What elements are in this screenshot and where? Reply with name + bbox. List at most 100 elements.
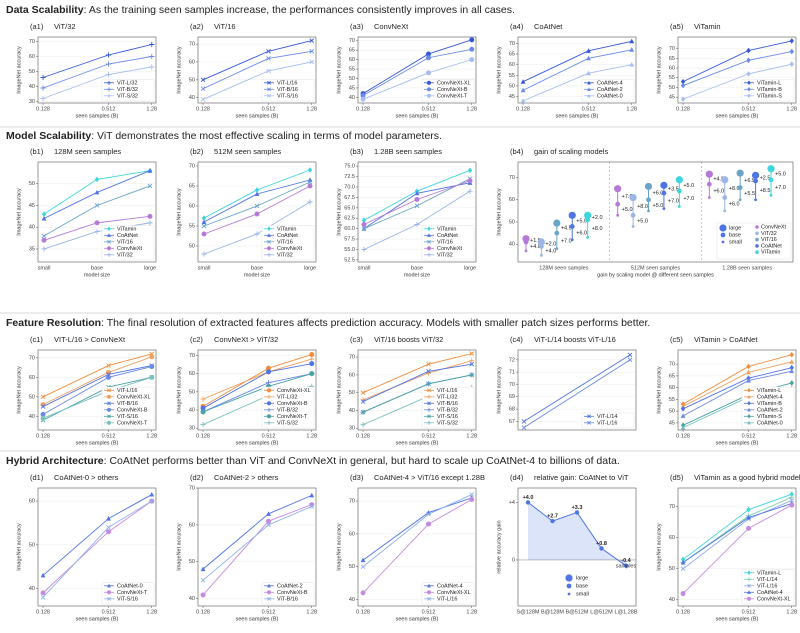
data-point [360, 390, 366, 395]
legend-label: ViTamin [277, 226, 296, 232]
gain-label: +5.0 [653, 203, 664, 209]
x-tick-label: small [358, 265, 371, 271]
legend-marker [587, 420, 591, 425]
series-line [42, 500, 153, 594]
chart-title: 1.28B seen samples [374, 147, 442, 156]
data-point [266, 511, 271, 516]
x-tick-label: 1.28 [786, 433, 797, 439]
legend-marker [755, 237, 759, 242]
data-point [266, 48, 271, 54]
legend-marker [106, 87, 112, 92]
legend-marker [426, 407, 432, 412]
data-point [738, 198, 742, 202]
value-label: -0.4 [621, 558, 631, 564]
legend-label: ViT-L/16 [437, 388, 457, 394]
legend-label: ViTamin [437, 226, 456, 232]
gain-label: +6.5 [744, 178, 755, 184]
data-point [41, 246, 47, 252]
gain-label: +7.0 [775, 185, 786, 191]
chart-title: ViT/32 [54, 22, 76, 31]
x-tick-label: 0.128 [36, 106, 50, 112]
x-axis-label: seen samples (B) [396, 440, 439, 446]
legend-label: ViT-S/16 [117, 414, 138, 420]
data-point [586, 48, 591, 53]
y-tick-label: 50 [669, 85, 675, 91]
y-tick-label: 60 [669, 535, 675, 541]
data-point [789, 61, 794, 67]
y-tick-label: 70 [669, 504, 675, 510]
y-tick-label: 50 [29, 69, 35, 75]
legend-marker [267, 583, 271, 588]
y-tick-label: 50 [189, 559, 195, 565]
series-line [522, 40, 632, 83]
data-point [660, 181, 668, 189]
legend-marker [107, 226, 111, 232]
panel-label: (d2) [190, 473, 204, 482]
gain-label: +2.0 [592, 215, 603, 221]
gain-label: +8.0 [637, 204, 648, 210]
y-tick-label: 40 [29, 414, 35, 420]
data-point [147, 213, 153, 219]
data-point [149, 498, 155, 504]
legend-label: ConvNeXt [117, 246, 143, 252]
y-tick-label: 60 [29, 54, 35, 60]
chart-title: ViT/16 boosts ViT/32 [374, 335, 443, 344]
x-tick-label: 1.28 [146, 106, 157, 112]
legend-label: ViT-B/32 [117, 87, 138, 93]
legend-label: ConvNeXt-T [117, 590, 148, 596]
data-point [789, 48, 794, 55]
y-axis-label: ImageNet accuracy [496, 188, 502, 236]
x-tick-label: 1.28 [306, 609, 317, 615]
legend-marker [720, 232, 726, 238]
data-point [414, 203, 420, 209]
data-point [266, 518, 272, 524]
y-tick-label: 55.0 [344, 247, 355, 253]
x-tick-label: 0.128 [196, 609, 210, 615]
legend-label: ViT/16 [117, 239, 133, 245]
data-point [200, 77, 206, 83]
legend-marker [747, 570, 751, 576]
y-axis-label: ImageNet accuracy [496, 366, 502, 414]
legend-label: ViT-L/32 [437, 394, 457, 400]
legend-label: ConvNeXt-B [117, 407, 148, 413]
x-tick-label: 0.512 [102, 433, 116, 439]
legend-label: base [729, 232, 741, 238]
data-point [746, 506, 751, 513]
gain-label: +5.5 [744, 191, 755, 197]
legend-marker [587, 87, 591, 91]
data-point [520, 87, 526, 93]
data-point [149, 64, 155, 70]
legend-label: ViTamin-S [757, 414, 782, 420]
legend-label: ConvNeXt-T [117, 420, 148, 426]
value-label: +4.0 [523, 495, 534, 501]
y-tick-label: 55 [509, 73, 515, 79]
data-point [201, 231, 207, 237]
data-point [644, 182, 653, 191]
series-line [523, 359, 631, 428]
y-axis-label: ImageNet accuracy [336, 523, 342, 571]
plot-frame [197, 349, 317, 431]
legend-label: ViTamin-L [757, 388, 781, 394]
legend-marker [427, 401, 431, 406]
legend-marker [106, 590, 112, 595]
legend-label: ViT/16 [437, 239, 453, 245]
legend-marker [587, 414, 591, 419]
data-point [106, 515, 111, 521]
legend-label: CoAtNet [437, 233, 458, 239]
data-point [307, 199, 313, 205]
x-axis-label: seen samples (B) [236, 440, 279, 446]
legend-label: ViT/16 [761, 237, 777, 243]
y-tick-label: 40 [669, 597, 675, 603]
y-tick-label: 40 [349, 408, 355, 414]
data-point [426, 521, 432, 527]
data-point [40, 411, 46, 417]
legend-label: ConvNeXt-B [437, 87, 468, 93]
chart-title: gain of scaling models [534, 147, 608, 156]
legend-marker [426, 93, 432, 98]
legend-label: ViT-S/32 [117, 93, 138, 99]
y-tick-label: 65 [509, 51, 515, 57]
y-tick-label: 70 [669, 46, 675, 52]
x-tick-label: 0.512 [582, 106, 596, 112]
data-point [467, 167, 473, 174]
plot-frame [677, 349, 797, 431]
